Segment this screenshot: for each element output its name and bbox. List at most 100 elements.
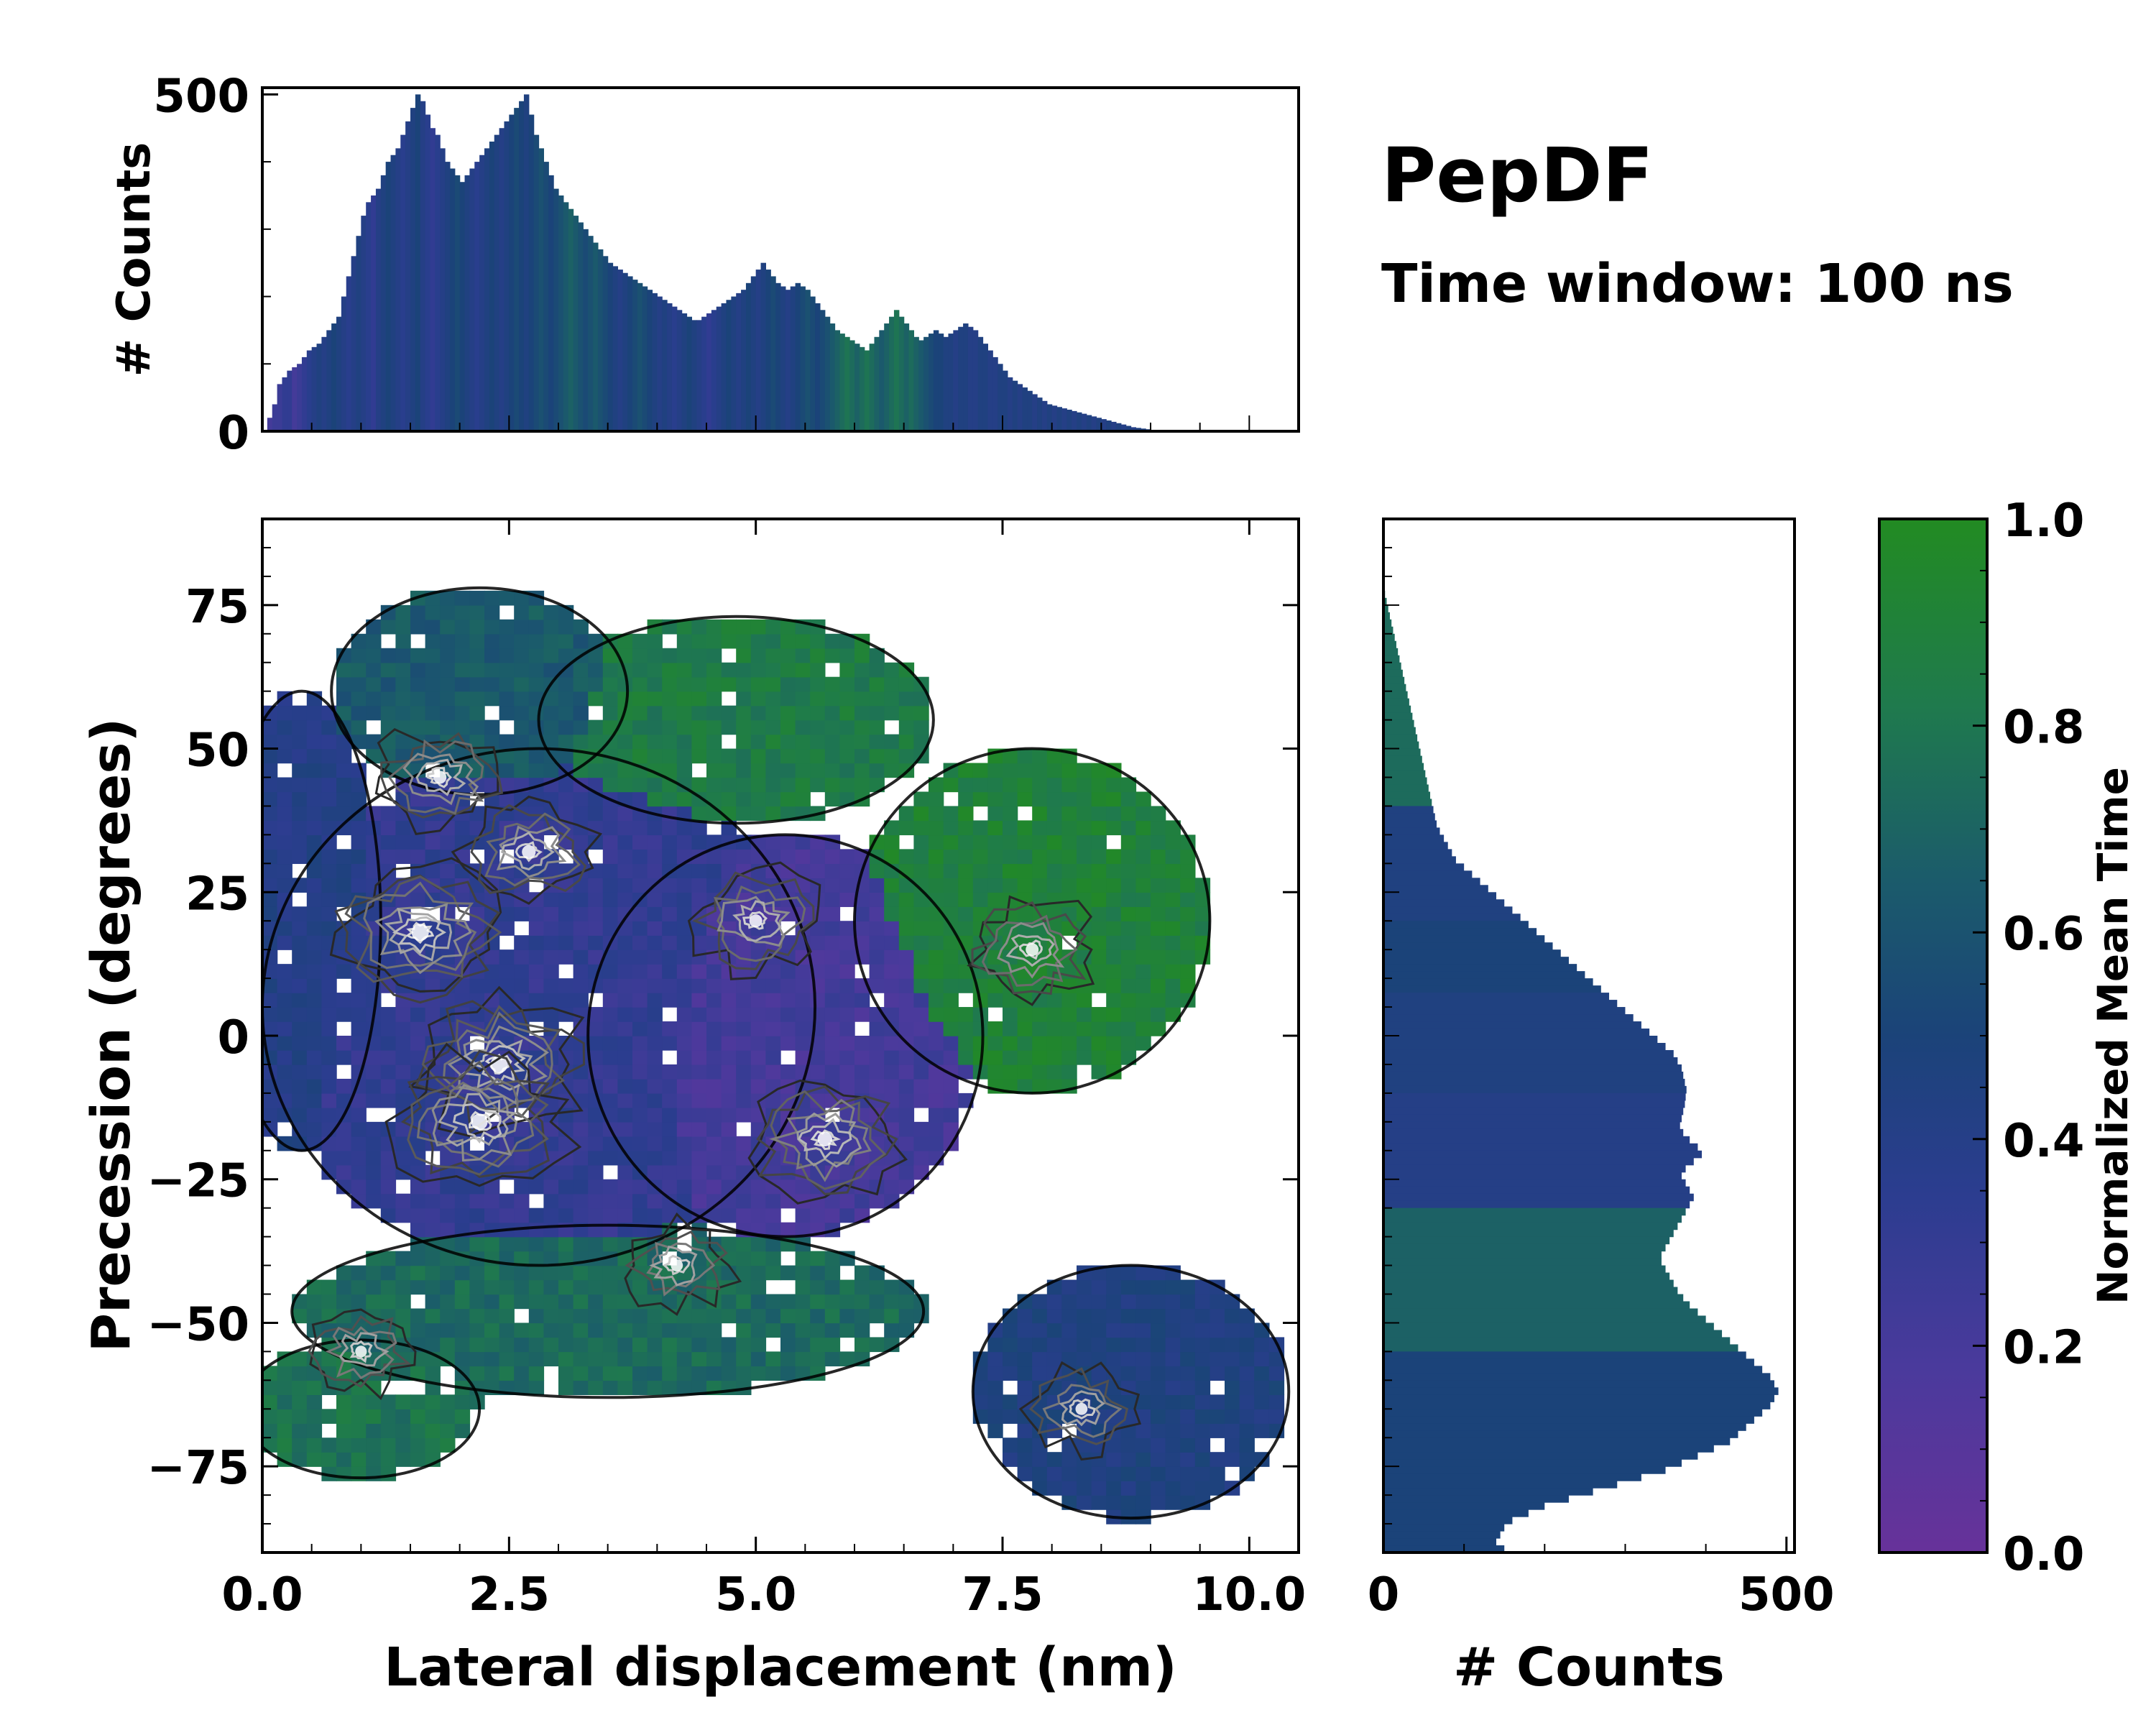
- heatmap-cell: [514, 662, 530, 678]
- heatmap-cell: [395, 633, 411, 649]
- heatmap-cell: [721, 1136, 737, 1151]
- heatmap-cell: [602, 1049, 619, 1065]
- heatmap-cell: [795, 763, 811, 778]
- heatmap-cell: [1180, 1351, 1196, 1367]
- heatmap-cell: [336, 849, 352, 865]
- top-hist-bar: [815, 303, 821, 431]
- heatmap-cell: [454, 1279, 471, 1295]
- heatmap-cell: [558, 949, 574, 965]
- heatmap-cell: [602, 1279, 619, 1295]
- heatmap-cell: [854, 748, 870, 764]
- heatmap-cell: [1091, 906, 1107, 921]
- heatmap-cell: [277, 978, 292, 993]
- heatmap-cell: [1061, 1007, 1077, 1022]
- heatmap-cell: [484, 1279, 500, 1295]
- heatmap-cell: [824, 906, 841, 921]
- heatmap-cell: [810, 1092, 826, 1108]
- right-hist-bar: [1383, 741, 1419, 750]
- heatmap-cell: [795, 978, 811, 993]
- heatmap-cell: [706, 1308, 722, 1324]
- heatmap-cell: [765, 1208, 781, 1223]
- heatmap-cell: [1135, 1481, 1151, 1496]
- heatmap-cell: [1032, 748, 1048, 764]
- top-hist-bar: [948, 334, 954, 431]
- heatmap-cell: [721, 1092, 737, 1108]
- heatmap-cell: [662, 1078, 678, 1094]
- heatmap-cell: [410, 1036, 426, 1051]
- right-hist-bar: [1383, 633, 1395, 642]
- heatmap-cell: [780, 1308, 796, 1324]
- colorbar-tick-label: 0.2: [2003, 1321, 2084, 1374]
- right-hist-bar: [1383, 885, 1488, 893]
- density-contour: [1059, 1390, 1105, 1427]
- heatmap-cell: [543, 604, 559, 620]
- heatmap-cell: [573, 1265, 589, 1281]
- heatmap-cell: [1165, 978, 1181, 993]
- heatmap-cell: [632, 748, 648, 764]
- heatmap-cell: [647, 1193, 663, 1209]
- heatmap-cell: [617, 978, 633, 993]
- heatmap-cell: [869, 892, 885, 907]
- heatmap-cell: [1061, 849, 1077, 865]
- density-contour: [1028, 1367, 1129, 1445]
- heatmap-cell: [676, 1322, 693, 1338]
- heatmap-cell: [1194, 1452, 1211, 1467]
- heatmap-cell: [543, 906, 559, 921]
- heatmap-cell: [721, 1179, 737, 1195]
- heatmap-cell: [662, 1322, 678, 1338]
- heatmap-cell: [1091, 1294, 1107, 1310]
- heatmap-cell: [898, 1322, 915, 1338]
- heatmap-cell: [602, 1036, 619, 1051]
- heatmap-cell: [795, 1308, 811, 1324]
- right-hist-bar: [1383, 799, 1432, 807]
- heatmap-cell: [691, 1136, 707, 1151]
- heatmap-cell: [395, 648, 411, 663]
- heatmap-cell: [321, 719, 337, 735]
- heatmap-cell: [588, 1049, 604, 1065]
- heatmap-cell: [1046, 921, 1063, 936]
- top-hist-bar: [785, 290, 791, 431]
- heatmap-cell: [558, 1179, 574, 1195]
- heatmap-cell: [602, 1092, 619, 1108]
- heatmap-cell: [691, 719, 707, 735]
- main-ytick-label: 0: [217, 1011, 249, 1064]
- heatmap-cell: [898, 1007, 915, 1022]
- density-contour: [334, 874, 501, 1004]
- heatmap-cell: [1017, 763, 1033, 778]
- heatmap-cell: [736, 748, 752, 764]
- heatmap-cell: [1120, 849, 1137, 865]
- heatmap-cell: [1046, 1007, 1063, 1022]
- heatmap-cell: [662, 921, 678, 936]
- heatmap-cell: [706, 964, 722, 979]
- heatmap-cell: [898, 1021, 915, 1036]
- heatmap-cell: [1165, 834, 1181, 850]
- heatmap-cell: [736, 1049, 752, 1065]
- heatmap-cell: [691, 705, 707, 721]
- heatmap-cell: [632, 1366, 648, 1381]
- heatmap-cell: [958, 1007, 974, 1022]
- heatmap-cell: [706, 1136, 722, 1151]
- heatmap-cell: [662, 1366, 678, 1381]
- top-hist-bar: [755, 270, 762, 431]
- heatmap-cell: [573, 1380, 589, 1396]
- right-hist-bar: [1383, 1588, 1512, 1596]
- heatmap-cell: [987, 777, 1003, 793]
- heatmap-cell: [1194, 906, 1211, 921]
- top-hist-bar: [716, 306, 722, 431]
- top-hist-bar: [790, 286, 796, 431]
- heatmap-cell: [1106, 935, 1122, 950]
- heatmap-cell: [810, 705, 826, 721]
- right-hist-bar: [1383, 1596, 1504, 1604]
- right-hist-bar: [1383, 1560, 1521, 1568]
- heatmap-cell: [780, 1322, 796, 1338]
- heatmap-cell: [662, 1136, 678, 1151]
- heatmap-cell: [366, 1092, 382, 1108]
- heatmap-cell: [1106, 1049, 1122, 1065]
- colorbar-tick-label: 0.6: [2003, 908, 2084, 961]
- heatmap-cell: [1091, 1308, 1107, 1324]
- heatmap-cell: [469, 676, 485, 692]
- heatmap-cell: [514, 1366, 530, 1381]
- right-hist-bar: [1383, 1603, 1496, 1611]
- heatmap-cell: [380, 978, 397, 993]
